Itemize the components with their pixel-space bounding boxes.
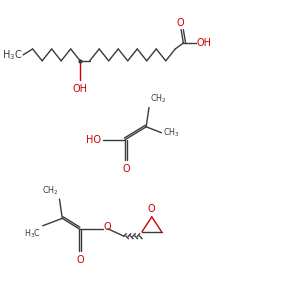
- Text: O: O: [176, 18, 184, 28]
- Text: CH$_3$: CH$_3$: [163, 127, 180, 139]
- Text: O: O: [76, 255, 84, 265]
- Text: O: O: [104, 222, 112, 232]
- Text: H$_3$C: H$_3$C: [2, 48, 22, 62]
- Text: OH: OH: [73, 84, 88, 94]
- Text: H$_3$C: H$_3$C: [24, 227, 41, 240]
- Text: O: O: [122, 164, 130, 174]
- Text: CH$_2$: CH$_2$: [150, 93, 167, 105]
- Text: CH$_2$: CH$_2$: [42, 184, 58, 197]
- Text: OH: OH: [197, 38, 212, 48]
- Text: HO: HO: [86, 135, 101, 145]
- Text: O: O: [148, 204, 156, 214]
